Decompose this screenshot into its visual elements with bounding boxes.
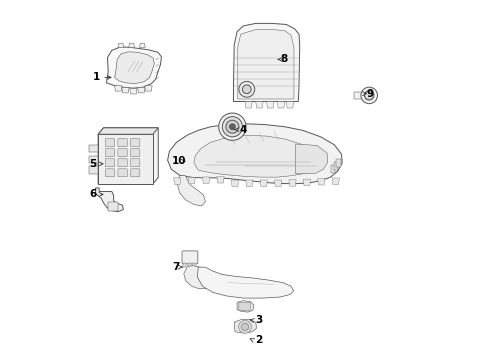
Text: 4: 4 [240,125,247,135]
Polygon shape [245,102,252,108]
FancyBboxPatch shape [118,159,127,167]
FancyBboxPatch shape [179,151,191,161]
Polygon shape [115,52,154,84]
Polygon shape [286,102,294,108]
FancyBboxPatch shape [130,159,140,167]
FancyBboxPatch shape [130,139,140,147]
Polygon shape [233,23,300,102]
Circle shape [229,124,235,130]
Text: 6: 6 [90,189,97,199]
FancyBboxPatch shape [105,149,115,157]
Polygon shape [145,86,152,91]
Polygon shape [277,102,285,108]
Bar [337,159,341,167]
Text: 10: 10 [172,156,187,166]
Polygon shape [177,176,205,206]
Circle shape [361,87,377,104]
Text: 1: 1 [93,72,100,82]
Polygon shape [96,188,123,212]
Polygon shape [188,177,196,184]
Polygon shape [98,128,158,134]
Circle shape [239,320,251,333]
FancyBboxPatch shape [239,302,250,310]
Text: 8: 8 [280,54,288,64]
Bar [188,263,191,267]
Bar [354,92,362,99]
Circle shape [226,120,239,133]
Polygon shape [274,180,282,186]
FancyBboxPatch shape [182,251,198,264]
Polygon shape [140,43,145,48]
Polygon shape [138,87,145,93]
Circle shape [239,81,255,97]
Circle shape [219,113,246,140]
Polygon shape [267,102,274,108]
Text: 3: 3 [255,315,262,325]
FancyBboxPatch shape [130,149,140,157]
Polygon shape [98,134,153,184]
Bar [334,162,338,170]
Text: 5: 5 [90,159,97,169]
Polygon shape [89,156,98,163]
Polygon shape [202,177,210,184]
Polygon shape [129,43,134,48]
Circle shape [365,91,374,100]
Polygon shape [194,135,320,177]
Polygon shape [318,179,325,185]
FancyBboxPatch shape [118,169,127,177]
Polygon shape [303,179,311,186]
Polygon shape [122,87,129,93]
Polygon shape [118,43,123,48]
Polygon shape [260,180,268,186]
Bar [108,202,118,211]
FancyBboxPatch shape [105,169,115,177]
Polygon shape [238,30,294,99]
Polygon shape [197,267,294,298]
Text: 7: 7 [172,262,180,272]
Polygon shape [245,180,253,186]
Polygon shape [115,86,122,91]
FancyBboxPatch shape [118,149,127,157]
Polygon shape [217,176,224,183]
Polygon shape [289,180,296,186]
Polygon shape [332,178,339,184]
Polygon shape [237,301,254,312]
Polygon shape [89,145,98,152]
FancyBboxPatch shape [118,139,127,147]
Polygon shape [234,320,257,333]
Polygon shape [98,128,158,184]
Polygon shape [256,102,263,108]
Bar [193,263,196,267]
Text: 9: 9 [367,89,374,99]
Polygon shape [295,144,328,174]
Polygon shape [184,266,216,289]
Polygon shape [168,124,342,184]
FancyBboxPatch shape [105,139,115,147]
Polygon shape [130,89,137,94]
Bar [331,165,335,173]
Circle shape [222,117,243,137]
Polygon shape [231,180,239,186]
FancyBboxPatch shape [130,169,140,177]
FancyBboxPatch shape [105,159,115,167]
Polygon shape [106,47,162,88]
Polygon shape [174,178,181,184]
Polygon shape [89,166,98,174]
Text: 2: 2 [255,335,262,345]
Bar [183,263,186,267]
Circle shape [242,323,248,330]
Circle shape [243,85,251,94]
